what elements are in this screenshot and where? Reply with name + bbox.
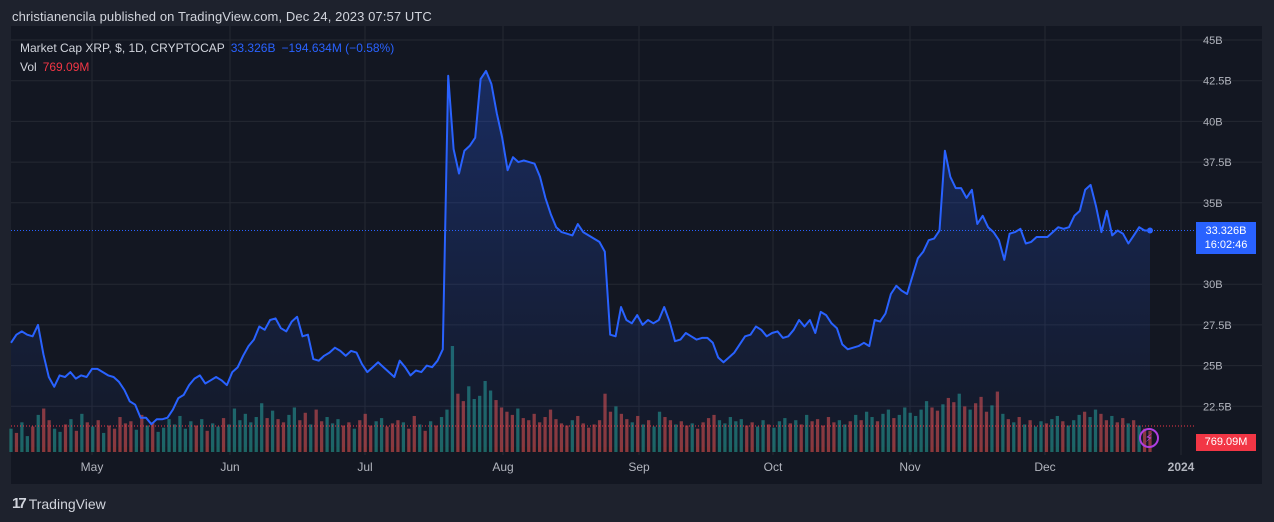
x-tick-label: Jun [220,460,239,474]
y-tick-label: 22.5B [1203,401,1232,413]
publish-header: christianencila published on TradingView… [12,9,432,24]
price-line [10,69,1150,426]
footer-brand[interactable]: TradingView [28,495,106,512]
x-tick-label: Sep [628,460,650,474]
last-price-dot [1147,227,1153,234]
volume-value: 769.09M [42,60,90,74]
y-tick-label: 27.5B [1203,320,1232,332]
symbol-title[interactable]: Market Cap XRP, $, 1D, CRYPTOCAP [20,41,225,55]
x-tick-label: 2024 [1168,460,1195,474]
change-value: −194.634M (−0.58%) [281,41,395,55]
y-tick-label: 35B [1203,198,1223,210]
countdown-timer: 16:02:46 [1204,239,1248,251]
y-tick-label: 25B [1203,361,1223,373]
x-tick-label: Oct [764,460,783,474]
y-tick-label: 42.5B [1203,76,1232,88]
current-value: 33.326B [230,41,276,55]
y-tick-label: 30B [1203,279,1223,291]
y-tick-label: 45B [1203,35,1223,47]
lightning-icon[interactable]: ⚡ [1139,428,1159,448]
time-axis: May Jun Jul Aug Sep Oct Nov Dec 2024 [81,460,1195,474]
x-tick-label: Dec [1034,460,1055,474]
y-tick-label: 37.5B [1203,157,1232,169]
price-area-fill [11,70,1150,448]
last-price-label: 33.326B 16:02:46 [1196,222,1256,254]
tradingview-logo-icon[interactable]: 17 [12,495,27,512]
last-volume-label: 769.09M [1196,434,1256,451]
x-tick-label: May [81,460,104,474]
footer: 17 TradingView [12,495,106,512]
price-axis: 45B 42.5B 40B 37.5B 35B 30B 27.5B 25B 22.5B [1203,35,1232,413]
legend: Market Cap XRP, $, 1D, CRYPTOCAP 33.326B −… [20,39,400,77]
x-tick-label: Aug [492,460,513,474]
y-tick-label: 40B [1203,116,1223,128]
x-tick-label: Jul [357,460,372,474]
x-tick-label: Nov [899,460,920,474]
volume-label[interactable]: Vol [20,60,37,74]
last-price-value: 33.326B [1205,225,1247,237]
